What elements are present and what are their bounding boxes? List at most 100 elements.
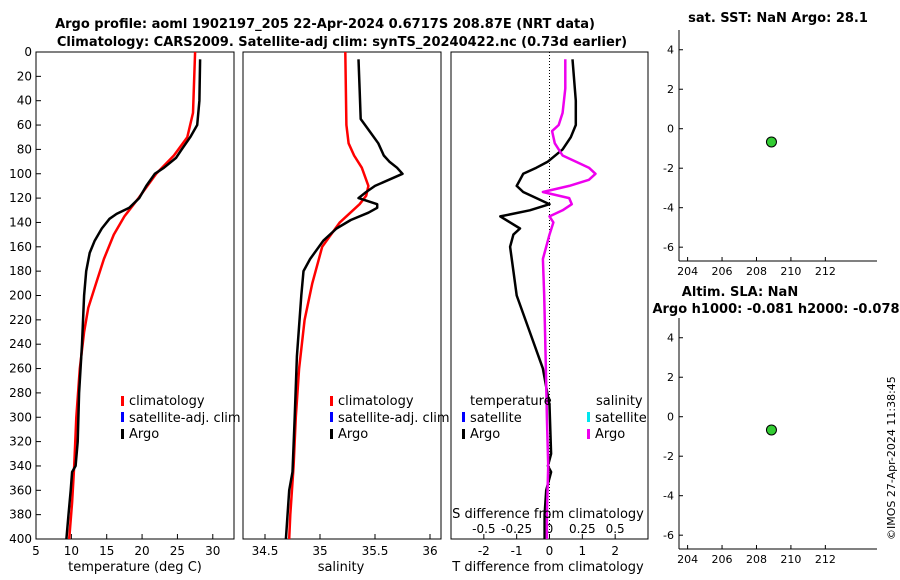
x-tick-label: 0: [546, 544, 554, 558]
x-tick-label: 212: [815, 553, 836, 566]
x-tick-label: 25: [170, 544, 185, 558]
x-tick-label: 30: [205, 544, 220, 558]
y-tick-label: 2: [667, 83, 674, 96]
argo-position-marker: [765, 136, 777, 148]
s-tick-label: 0.5: [606, 522, 625, 536]
x-tick-label: 206: [712, 265, 733, 278]
argo-position-marker: [765, 424, 777, 436]
series-line-t-diff-argo-: [499, 59, 578, 539]
y-tick-label: 60: [17, 118, 32, 132]
header-line-2: Climatology: CARS2009. Satellite-adj cli…: [57, 35, 627, 50]
legend-title-salinity: salinity: [596, 394, 643, 409]
y-tick-label: -2: [663, 450, 674, 463]
y-tick-label: 140: [9, 215, 32, 229]
y-tick-label: 400: [9, 532, 32, 546]
legend-swatch-s-satellite: [587, 412, 590, 422]
x-tick-label: 20: [134, 544, 149, 558]
x-tick-label: 35: [312, 544, 327, 558]
s-tick-label: -0.25: [501, 522, 532, 536]
x-tick-label: 36: [422, 544, 437, 558]
x-tick-label: 206: [712, 553, 733, 566]
temperature-xlabel: temperature (deg C): [68, 560, 202, 575]
difference-panel: -2 -1 0 1 2 -0.5 -0.25 0 0.25 0.5: [450, 51, 649, 558]
y-tick-label: 100: [9, 167, 32, 181]
y-tick-label: 200: [9, 289, 32, 303]
y-tick-label: 0: [24, 45, 32, 59]
series-line-s-diff-argo-: [541, 59, 597, 539]
legend-title-temperature: temperature: [470, 394, 552, 409]
legend-label-argo: Argo: [129, 427, 159, 442]
y-tick-label: 0: [667, 411, 674, 424]
legend-swatch-satellite: [121, 412, 124, 422]
legend-label-climatology: climatology: [129, 394, 205, 409]
legend-swatch-t-argo: [462, 429, 465, 439]
legend-label-argo: Argo: [338, 427, 368, 442]
legend-swatch-argo: [330, 429, 333, 439]
sla-subtitle: Argo h1000: -0.081 h2000: -0.078: [652, 302, 899, 317]
diff-xlabel: T difference from climatology: [451, 560, 644, 575]
series-line-argo: [65, 59, 202, 540]
header-line-1: Argo profile: aoml 1902197_205 22-Apr-20…: [55, 17, 595, 32]
y-tick-label: 40: [17, 94, 32, 108]
plot-frame: [35, 51, 235, 540]
sla-panel: -6 -4 -2 0 2 4 204 206 208 210 212: [663, 318, 877, 566]
sla-title: Altim. SLA: NaN: [682, 285, 798, 300]
x-tick-label: 10: [64, 544, 79, 558]
salinity-panel: 34.5 35 35.5 36: [242, 51, 442, 558]
legend-swatch-climatology: [330, 396, 333, 406]
legend-swatch-t-satellite: [462, 412, 465, 422]
x-tick-label: 1: [579, 544, 587, 558]
y-tick-label: 4: [667, 44, 674, 57]
x-tick-label: 204: [677, 265, 698, 278]
series-line-climatology: [67, 51, 197, 540]
y-tick-label: -2: [663, 162, 674, 175]
legend-label-climatology: climatology: [338, 394, 414, 409]
x-tick-label: -2: [478, 544, 490, 558]
x-tick-label: 212: [815, 265, 836, 278]
y-tick-label: 280: [9, 386, 32, 400]
x-tick-label: -1: [511, 544, 523, 558]
legend-label-satellite: satellite-adj. clim: [129, 411, 241, 426]
y-tick-label: -6: [663, 529, 674, 542]
salinity-legend: climatology satellite-adj. clim Argo: [330, 394, 450, 442]
y-tick-label: 120: [9, 191, 32, 205]
y-tick-label: -6: [663, 241, 674, 254]
x-tick-label: 208: [746, 553, 767, 566]
x-tick-label: 210: [780, 265, 801, 278]
legend-label-satellite: satellite-adj. clim: [338, 411, 450, 426]
temperature-panel: 5 10 15 20 25 3002040608010012014016018020022…: [9, 45, 235, 558]
diff-top-label: S difference from climatology: [452, 507, 644, 522]
legend-label-t-satellite: satellite: [470, 411, 522, 426]
y-tick-label: 160: [9, 240, 32, 254]
y-tick-label: 2: [667, 371, 674, 384]
sst-title: sat. SST: NaN Argo: 28.1: [688, 11, 868, 26]
legend-swatch-s-argo: [587, 429, 590, 439]
y-tick-label: 260: [9, 362, 32, 376]
y-tick-label: 20: [17, 69, 32, 83]
x-tick-label: 15: [99, 544, 114, 558]
imos-timestamp: ©IMOS 27-Apr-2024 11:38:45: [885, 376, 898, 540]
plot-frame: [242, 51, 442, 540]
y-tick-label: 220: [9, 313, 32, 327]
x-tick-label: 2: [611, 544, 619, 558]
y-tick-label: 300: [9, 410, 32, 424]
y-tick-label: 320: [9, 435, 32, 449]
legend-label-s-satellite: satellite: [595, 411, 647, 426]
salinity-xlabel: salinity: [318, 560, 365, 575]
y-tick-label: 80: [17, 142, 32, 156]
legend-swatch-argo: [121, 429, 124, 439]
difference-legend: temperature salinity satellite Argo sate…: [462, 394, 647, 442]
y-tick-label: 0: [667, 123, 674, 136]
y-tick-label: 360: [9, 483, 32, 497]
legend-swatch-satellite: [330, 412, 333, 422]
x-tick-label: 208: [746, 265, 767, 278]
s-tick-label: 0.25: [569, 522, 596, 536]
legend-swatch-climatology: [121, 396, 124, 406]
x-tick-label: 35.5: [362, 544, 389, 558]
temperature-legend: climatology satellite-adj. clim Argo: [121, 394, 241, 442]
y-tick-label: -4: [663, 202, 674, 215]
x-tick-label: 210: [780, 553, 801, 566]
y-tick-label: 180: [9, 264, 32, 278]
x-tick-label: 5: [32, 544, 40, 558]
